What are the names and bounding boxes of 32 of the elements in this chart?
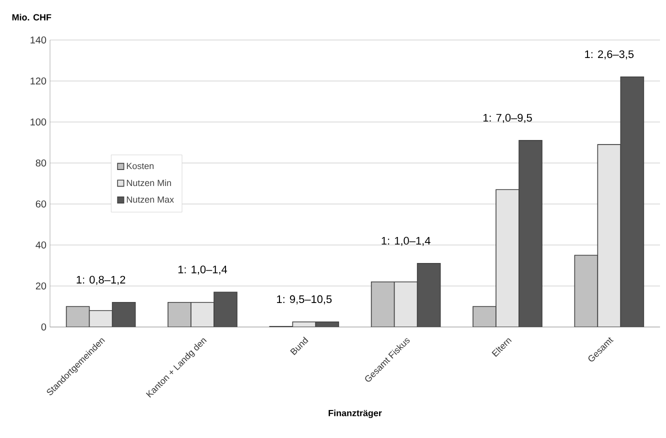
annotation: 1: 1,0–1,4 bbox=[382, 236, 430, 246]
bar bbox=[66, 306, 90, 327]
y-tick-label: 100 bbox=[30, 118, 46, 126]
x-axis-title: Finanzträger bbox=[328, 410, 382, 418]
y-tick-label: 0 bbox=[41, 323, 46, 331]
bar bbox=[214, 292, 238, 327]
y-tick-label: 80 bbox=[36, 159, 46, 167]
y-tick-label: 60 bbox=[36, 200, 46, 208]
annotation: 1: 9,5–10,5 bbox=[277, 295, 332, 304]
bar bbox=[472, 306, 496, 327]
legend-label: Nutzen Min bbox=[126, 180, 171, 186]
annotation: 1: 7,0–9,5 bbox=[483, 114, 532, 123]
bar bbox=[370, 282, 395, 327]
annotation: 1: 0,8–1,2 bbox=[76, 276, 126, 285]
bar bbox=[112, 302, 136, 327]
bar bbox=[88, 310, 113, 327]
bar bbox=[574, 254, 598, 327]
bar bbox=[620, 76, 644, 327]
bar bbox=[190, 302, 214, 327]
legend-label: Nutzen Max bbox=[126, 196, 174, 203]
bar bbox=[168, 302, 192, 327]
y-tick-label: 140 bbox=[30, 36, 46, 44]
bar bbox=[518, 140, 542, 327]
annotation: 1: 1,0–1,4 bbox=[178, 266, 228, 275]
y-tick-label: 120 bbox=[30, 77, 46, 85]
legend-label: Kosten bbox=[126, 162, 154, 170]
y-tick-label: 40 bbox=[36, 241, 46, 249]
bar bbox=[394, 282, 418, 327]
bar bbox=[416, 263, 441, 327]
y-axis-title: Mio. CHF bbox=[12, 14, 52, 20]
annotation: 1: 2,6–3,5 bbox=[585, 50, 634, 60]
y-tick-label: 20 bbox=[36, 282, 46, 290]
